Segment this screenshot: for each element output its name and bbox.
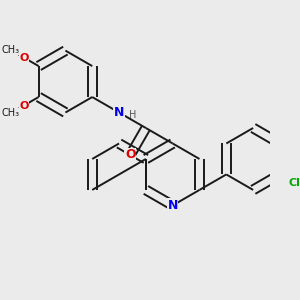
Text: CH₃: CH₃ <box>2 108 20 118</box>
Text: O: O <box>19 52 28 63</box>
Text: CH₃: CH₃ <box>2 45 20 55</box>
Text: O: O <box>125 148 136 161</box>
Text: Cl: Cl <box>288 178 300 188</box>
Text: H: H <box>129 110 137 120</box>
Text: N: N <box>114 106 124 119</box>
Text: O: O <box>19 100 28 111</box>
Text: N: N <box>167 199 178 212</box>
